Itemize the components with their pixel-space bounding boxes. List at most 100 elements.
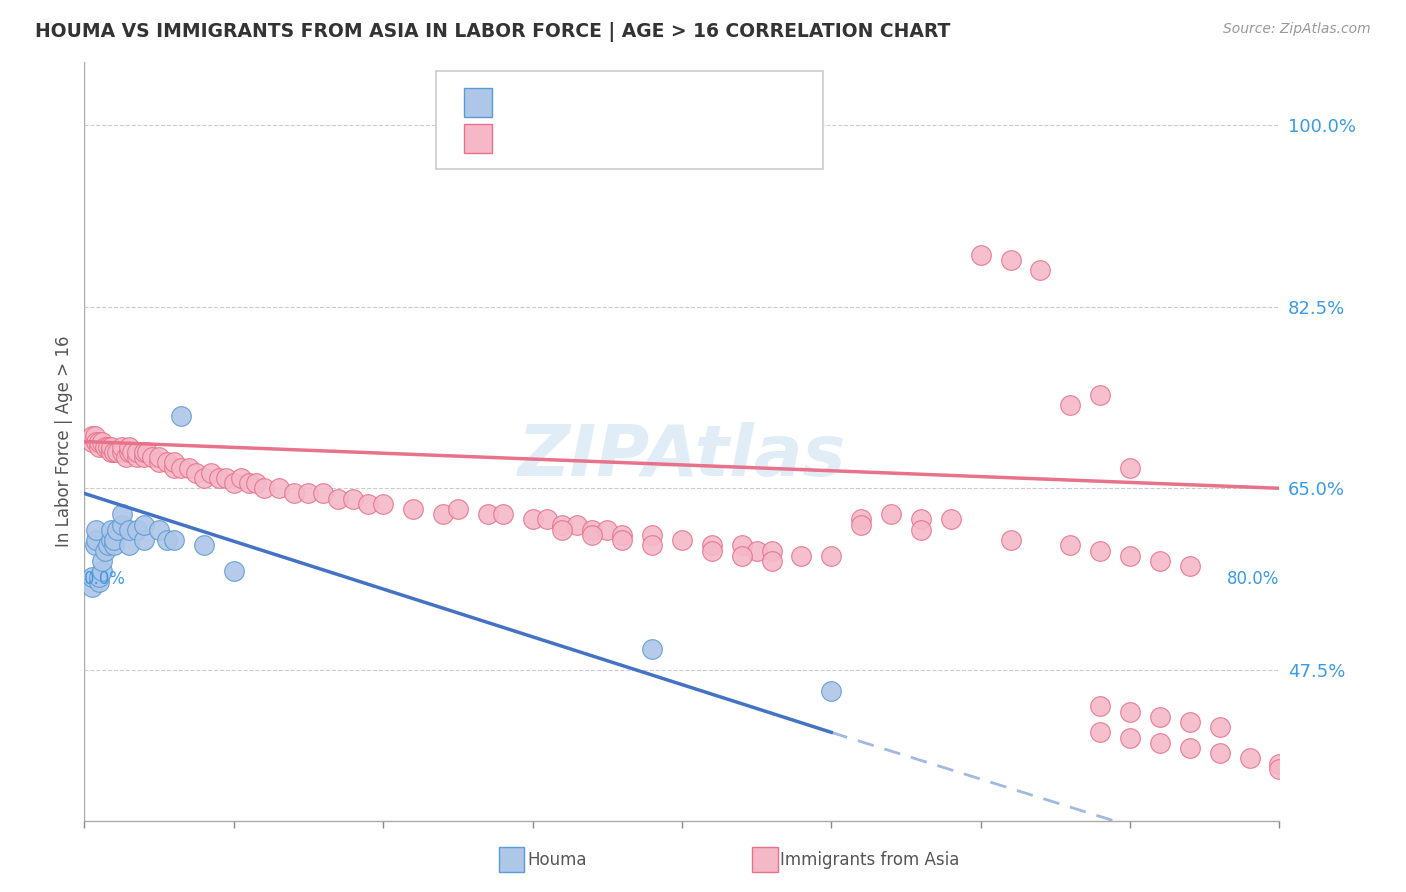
Point [80,429,103,443]
Point [312,486,335,500]
Point [1178,714,1201,729]
Point [851,512,873,526]
Point [253,481,276,495]
Point [1029,263,1052,277]
Point [155,533,177,548]
Point [118,538,141,552]
Point [1090,543,1112,558]
Point [103,445,125,459]
Point [880,508,903,522]
Point [910,512,932,526]
Point [1090,699,1112,714]
Point [522,512,544,526]
Text: 0.0%: 0.0% [84,571,127,589]
Point [94,440,117,454]
Point [700,543,723,558]
Point [103,533,125,548]
Point [402,502,425,516]
Point [1000,533,1022,548]
Point [132,517,156,532]
Point [745,543,768,558]
Point [1209,720,1232,734]
Point [170,409,193,423]
Point [118,523,141,537]
Point [86,434,108,449]
Point [100,445,122,459]
Point [83,429,105,443]
Text: N=: N= [609,129,640,147]
Point [551,523,574,537]
Point [132,533,156,548]
Point [208,471,231,485]
Point [86,523,108,537]
Point [447,502,470,516]
Point [148,455,170,469]
Point [1268,756,1291,771]
Point [581,528,603,542]
Point [238,476,260,491]
Point [118,440,141,454]
Point [115,450,138,464]
Point [125,450,148,464]
Point [492,508,515,522]
Point [83,538,105,552]
Point [596,523,619,537]
Point [111,440,134,454]
Point [761,554,783,568]
Point [163,533,186,548]
Point [641,528,664,542]
Point [245,476,267,491]
Text: 108: 108 [644,129,682,147]
Text: Immigrants from Asia: Immigrants from Asia [780,851,960,869]
Point [373,497,395,511]
Text: R =: R = [503,129,540,147]
Point [80,580,103,594]
Point [163,460,186,475]
Point [1209,746,1232,760]
Text: Houma: Houma [527,851,586,869]
Point [970,247,993,261]
Point [125,445,148,459]
Point [170,460,193,475]
Text: N=: N= [609,94,640,112]
Point [80,569,103,583]
Point [91,434,114,449]
Point [536,512,558,526]
Text: HOUMA VS IMMIGRANTS FROM ASIA IN LABOR FORCE | AGE > 16 CORRELATION CHART: HOUMA VS IMMIGRANTS FROM ASIA IN LABOR F… [35,22,950,42]
Point [222,565,245,579]
Text: 31: 31 [644,94,669,112]
Point [641,538,664,552]
Point [1239,751,1261,765]
Point [125,523,148,537]
Point [105,523,128,537]
Point [177,460,200,475]
Point [1178,559,1201,574]
Point [551,517,574,532]
Point [761,543,783,558]
Point [200,466,222,480]
Point [1119,705,1142,719]
Point [89,440,111,454]
Point [910,523,932,537]
Point [91,554,114,568]
Point [193,471,215,485]
Text: ZIPAtlas: ZIPAtlas [517,422,846,491]
Point [267,481,290,495]
Point [939,512,962,526]
Point [1119,460,1142,475]
Point [89,574,111,589]
Point [700,538,723,552]
Point [132,450,156,464]
Point [163,455,186,469]
Point [136,445,159,459]
Point [1119,549,1142,563]
Point [1268,762,1291,776]
Text: -0.539: -0.539 [543,94,607,112]
Point [297,486,319,500]
Point [1119,731,1142,745]
Point [141,450,163,464]
Point [148,523,170,537]
Point [1149,554,1171,568]
Point [100,440,122,454]
Y-axis label: In Labor Force | Age > 16: In Labor Force | Age > 16 [55,335,73,548]
